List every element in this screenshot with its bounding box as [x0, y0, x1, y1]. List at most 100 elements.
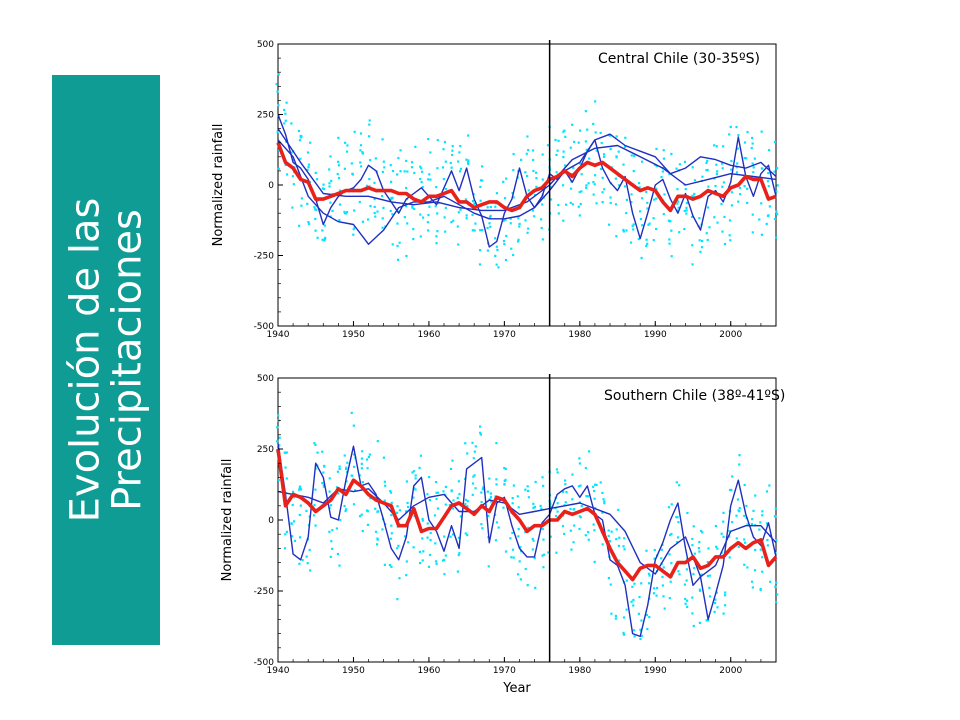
station-dot	[699, 250, 702, 253]
station-dot	[668, 553, 671, 556]
station-dot	[467, 162, 470, 166]
station-dot	[633, 635, 636, 638]
station-dot	[389, 180, 393, 183]
station-dot	[512, 152, 515, 156]
station-dot	[759, 521, 762, 524]
station-dot	[668, 242, 671, 245]
station-dot	[405, 574, 408, 577]
station-dot	[397, 157, 400, 160]
station-dot	[698, 588, 701, 591]
station-dot	[291, 175, 294, 178]
station-dot	[698, 589, 702, 592]
x-tick-label: 1980	[568, 330, 591, 340]
station-dot	[345, 466, 348, 469]
station-dot	[685, 206, 688, 210]
station-dot	[526, 231, 529, 234]
station-dot	[615, 135, 618, 138]
station-dot	[653, 557, 656, 560]
station-dot	[427, 229, 430, 232]
station-dot	[601, 491, 604, 495]
station-dot	[495, 245, 498, 248]
station-dot	[714, 598, 717, 601]
station-dot	[743, 156, 746, 160]
station-dot	[615, 235, 618, 238]
station-dot	[736, 162, 739, 165]
station-dot	[428, 173, 431, 176]
station-dot	[517, 238, 520, 241]
station-dot	[622, 230, 625, 233]
station-dot	[322, 183, 325, 186]
station-dot	[435, 185, 438, 189]
station-dot	[478, 263, 482, 266]
station-dot	[509, 217, 512, 220]
x-tick-label: 2000	[719, 666, 742, 676]
station-dot	[398, 577, 401, 580]
station-dot	[503, 466, 506, 470]
station-dot	[458, 552, 461, 555]
station-dot	[721, 230, 724, 233]
station-dot	[413, 171, 416, 175]
station-dot	[464, 532, 467, 535]
station-dot	[429, 178, 432, 181]
station-dot	[291, 503, 294, 507]
station-dot	[698, 217, 701, 220]
station-dot	[738, 506, 741, 510]
station-dot	[701, 531, 704, 534]
station-dot	[419, 213, 422, 216]
station-dot	[693, 567, 696, 570]
station-dot	[391, 213, 394, 216]
station-dot	[344, 467, 348, 471]
station-dot	[474, 445, 477, 448]
station-dot	[388, 563, 392, 567]
station-dot	[322, 483, 325, 487]
station-dot	[683, 160, 687, 163]
station-dot	[337, 136, 340, 139]
station-dot	[625, 198, 628, 201]
station-dot	[486, 206, 489, 209]
station-dot	[277, 414, 280, 417]
station-dot	[457, 243, 460, 246]
station-dot	[625, 211, 628, 215]
station-dot	[369, 204, 372, 208]
station-dot	[614, 177, 617, 180]
station-dot	[306, 562, 309, 565]
station-dot	[765, 522, 769, 525]
station-dot	[480, 491, 483, 494]
station-dot	[720, 162, 724, 165]
station-dot	[467, 134, 470, 137]
station-dot	[495, 192, 499, 195]
station-dot	[435, 242, 438, 245]
station-dot	[426, 493, 429, 496]
y-tick-label: -250	[254, 587, 275, 597]
station-dot	[670, 152, 673, 156]
station-dot	[406, 170, 409, 173]
station-dot	[609, 196, 612, 199]
station-dot	[426, 536, 429, 539]
station-dot	[531, 548, 534, 551]
station-dot	[418, 550, 421, 553]
station-dot	[580, 190, 583, 193]
station-dot	[731, 521, 734, 524]
station-dot	[646, 207, 649, 210]
station-dot	[607, 529, 610, 532]
station-dot	[632, 228, 635, 231]
station-dot	[743, 483, 746, 487]
station-dot	[322, 485, 325, 488]
station-dot	[618, 559, 621, 562]
station-dot	[512, 253, 515, 257]
station-dot	[751, 518, 754, 521]
station-dot	[396, 244, 399, 248]
station-dot	[291, 535, 294, 538]
station-dot	[397, 544, 400, 547]
station-dot	[761, 570, 764, 573]
station-dot	[579, 484, 582, 487]
station-dot	[284, 112, 287, 115]
station-dot	[451, 153, 454, 157]
station-dot	[706, 238, 709, 242]
station-dot	[746, 523, 749, 526]
station-dot	[716, 221, 719, 224]
station-dot	[502, 506, 505, 509]
station-dot	[700, 246, 704, 249]
station-dot	[307, 165, 310, 169]
station-dot	[705, 232, 708, 235]
